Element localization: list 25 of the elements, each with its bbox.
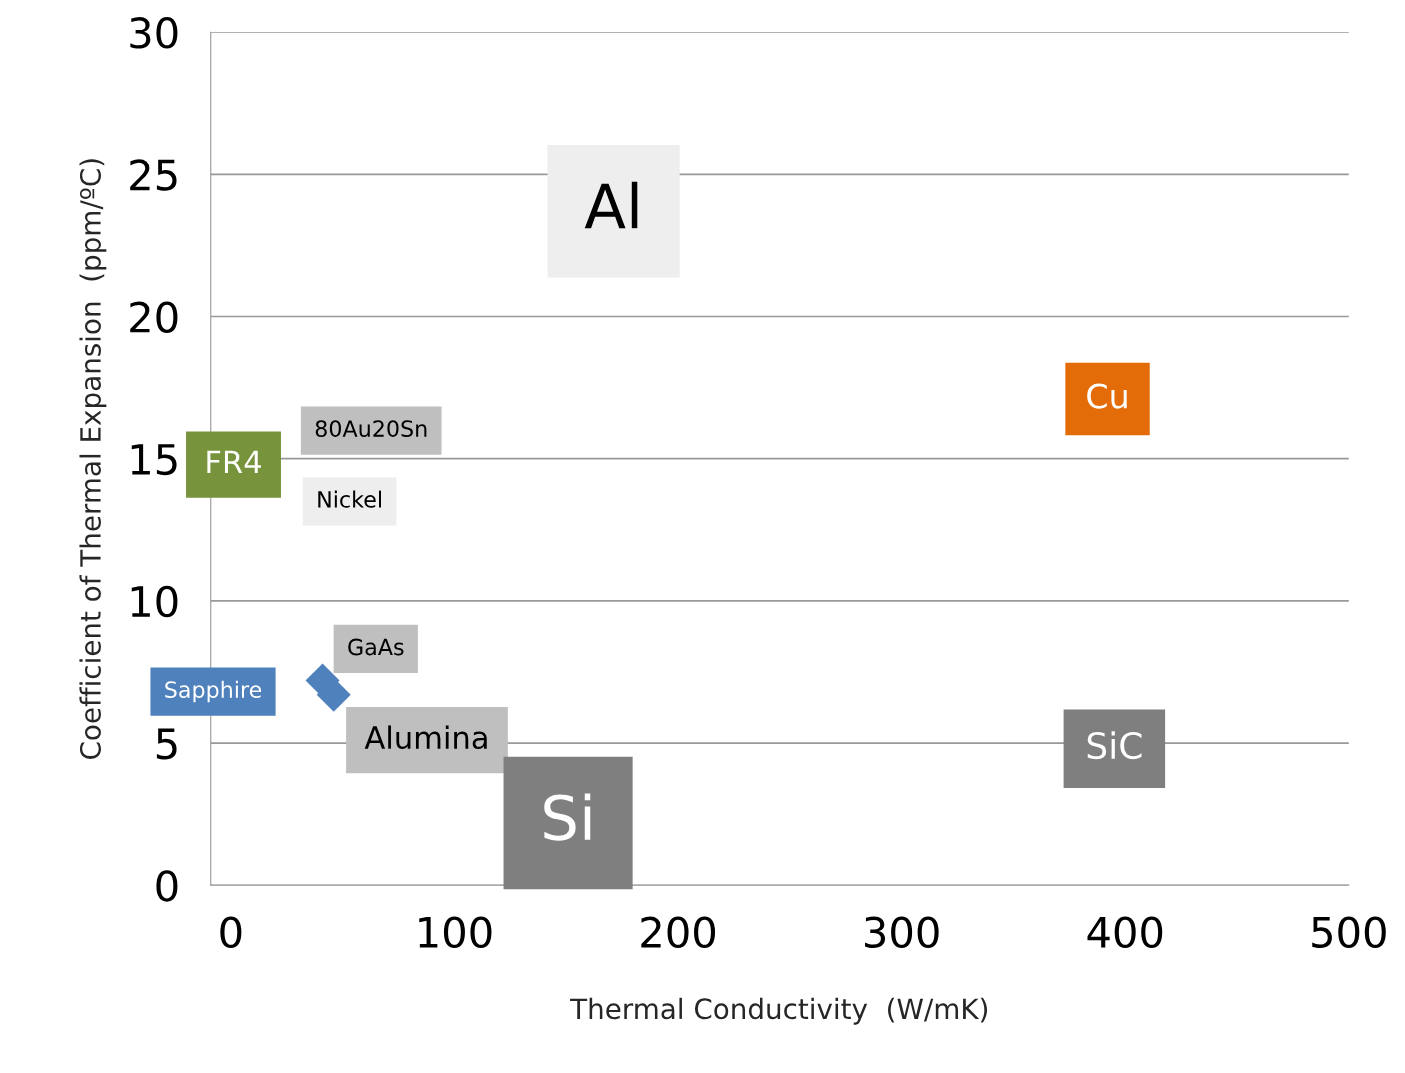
y-tick-label: 0 xyxy=(156,870,178,902)
annotation: Alumina xyxy=(364,725,487,750)
x-tick-label: 500 xyxy=(1312,916,1386,949)
x-tick-label: 400 xyxy=(1087,916,1163,949)
y-tick-label: 5 xyxy=(156,728,177,760)
annotation: Nickel xyxy=(318,490,381,508)
y-tick-label: 25 xyxy=(130,159,177,191)
annotation: Sapphire xyxy=(165,680,262,703)
y-tick-label: 30 xyxy=(130,17,178,49)
y-tick-label: 15 xyxy=(131,444,177,476)
annotation: Si xyxy=(544,793,591,841)
x-tick-label: 200 xyxy=(641,916,716,949)
annotation: SiC xyxy=(1087,731,1142,760)
y-tick-label: 10 xyxy=(131,585,178,618)
y-axis-title: Coefficient of Thermal Expansion (ppm/ºC) xyxy=(79,159,107,759)
annotation: GaAs xyxy=(348,638,404,656)
x-tick-label: 100 xyxy=(419,916,492,949)
x-tick-label: 300 xyxy=(865,916,939,949)
x-axis-title: Thermal Conductivity (W/mK) xyxy=(570,997,988,1025)
annotation: Cu xyxy=(1087,383,1127,409)
annotation: Al xyxy=(584,181,638,229)
annotation: FR4 xyxy=(207,450,261,474)
y-tick-label: 20 xyxy=(130,301,178,333)
x-tick-label: 0 xyxy=(220,916,242,949)
annotation: 80Au20Sn xyxy=(315,420,427,438)
